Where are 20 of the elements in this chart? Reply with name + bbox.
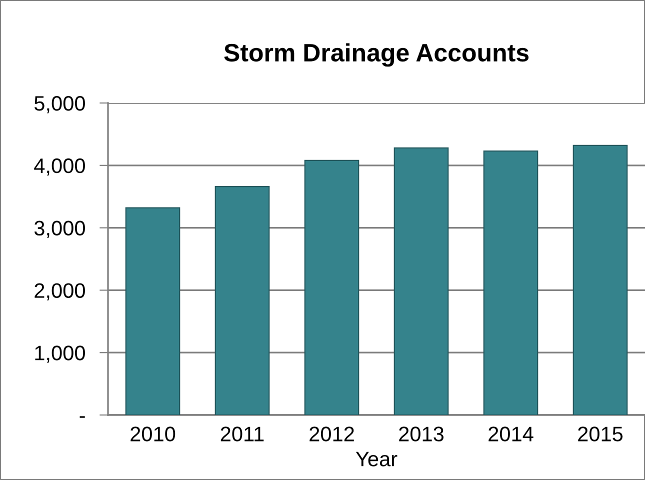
- x-axis-title: Year: [356, 452, 398, 466]
- bar: [483, 150, 538, 415]
- bar: [394, 147, 449, 415]
- x-tick-label: 2011: [220, 426, 264, 442]
- x-tick-label: 2014: [488, 426, 534, 442]
- bar: [304, 160, 360, 415]
- y-tick-label: 5,000: [34, 96, 85, 114]
- x-tick-label: 2013: [399, 426, 444, 442]
- bar: [125, 207, 180, 415]
- y-tick-label: 1,000: [35, 346, 85, 363]
- y-tick-label: 2,000: [34, 283, 85, 300]
- x-tick-label: 2010: [130, 426, 176, 442]
- x-tick-label: 2015: [578, 426, 623, 442]
- chart-title: Storm Drainage Accounts: [224, 43, 529, 67]
- y-tick-label: 3,000: [34, 220, 85, 238]
- bar: [572, 144, 628, 415]
- y-tick-label: 4,000: [34, 158, 85, 176]
- x-tick-label: 2012: [310, 426, 354, 442]
- bar: [214, 186, 270, 415]
- y-tick-label: -: [80, 416, 85, 418]
